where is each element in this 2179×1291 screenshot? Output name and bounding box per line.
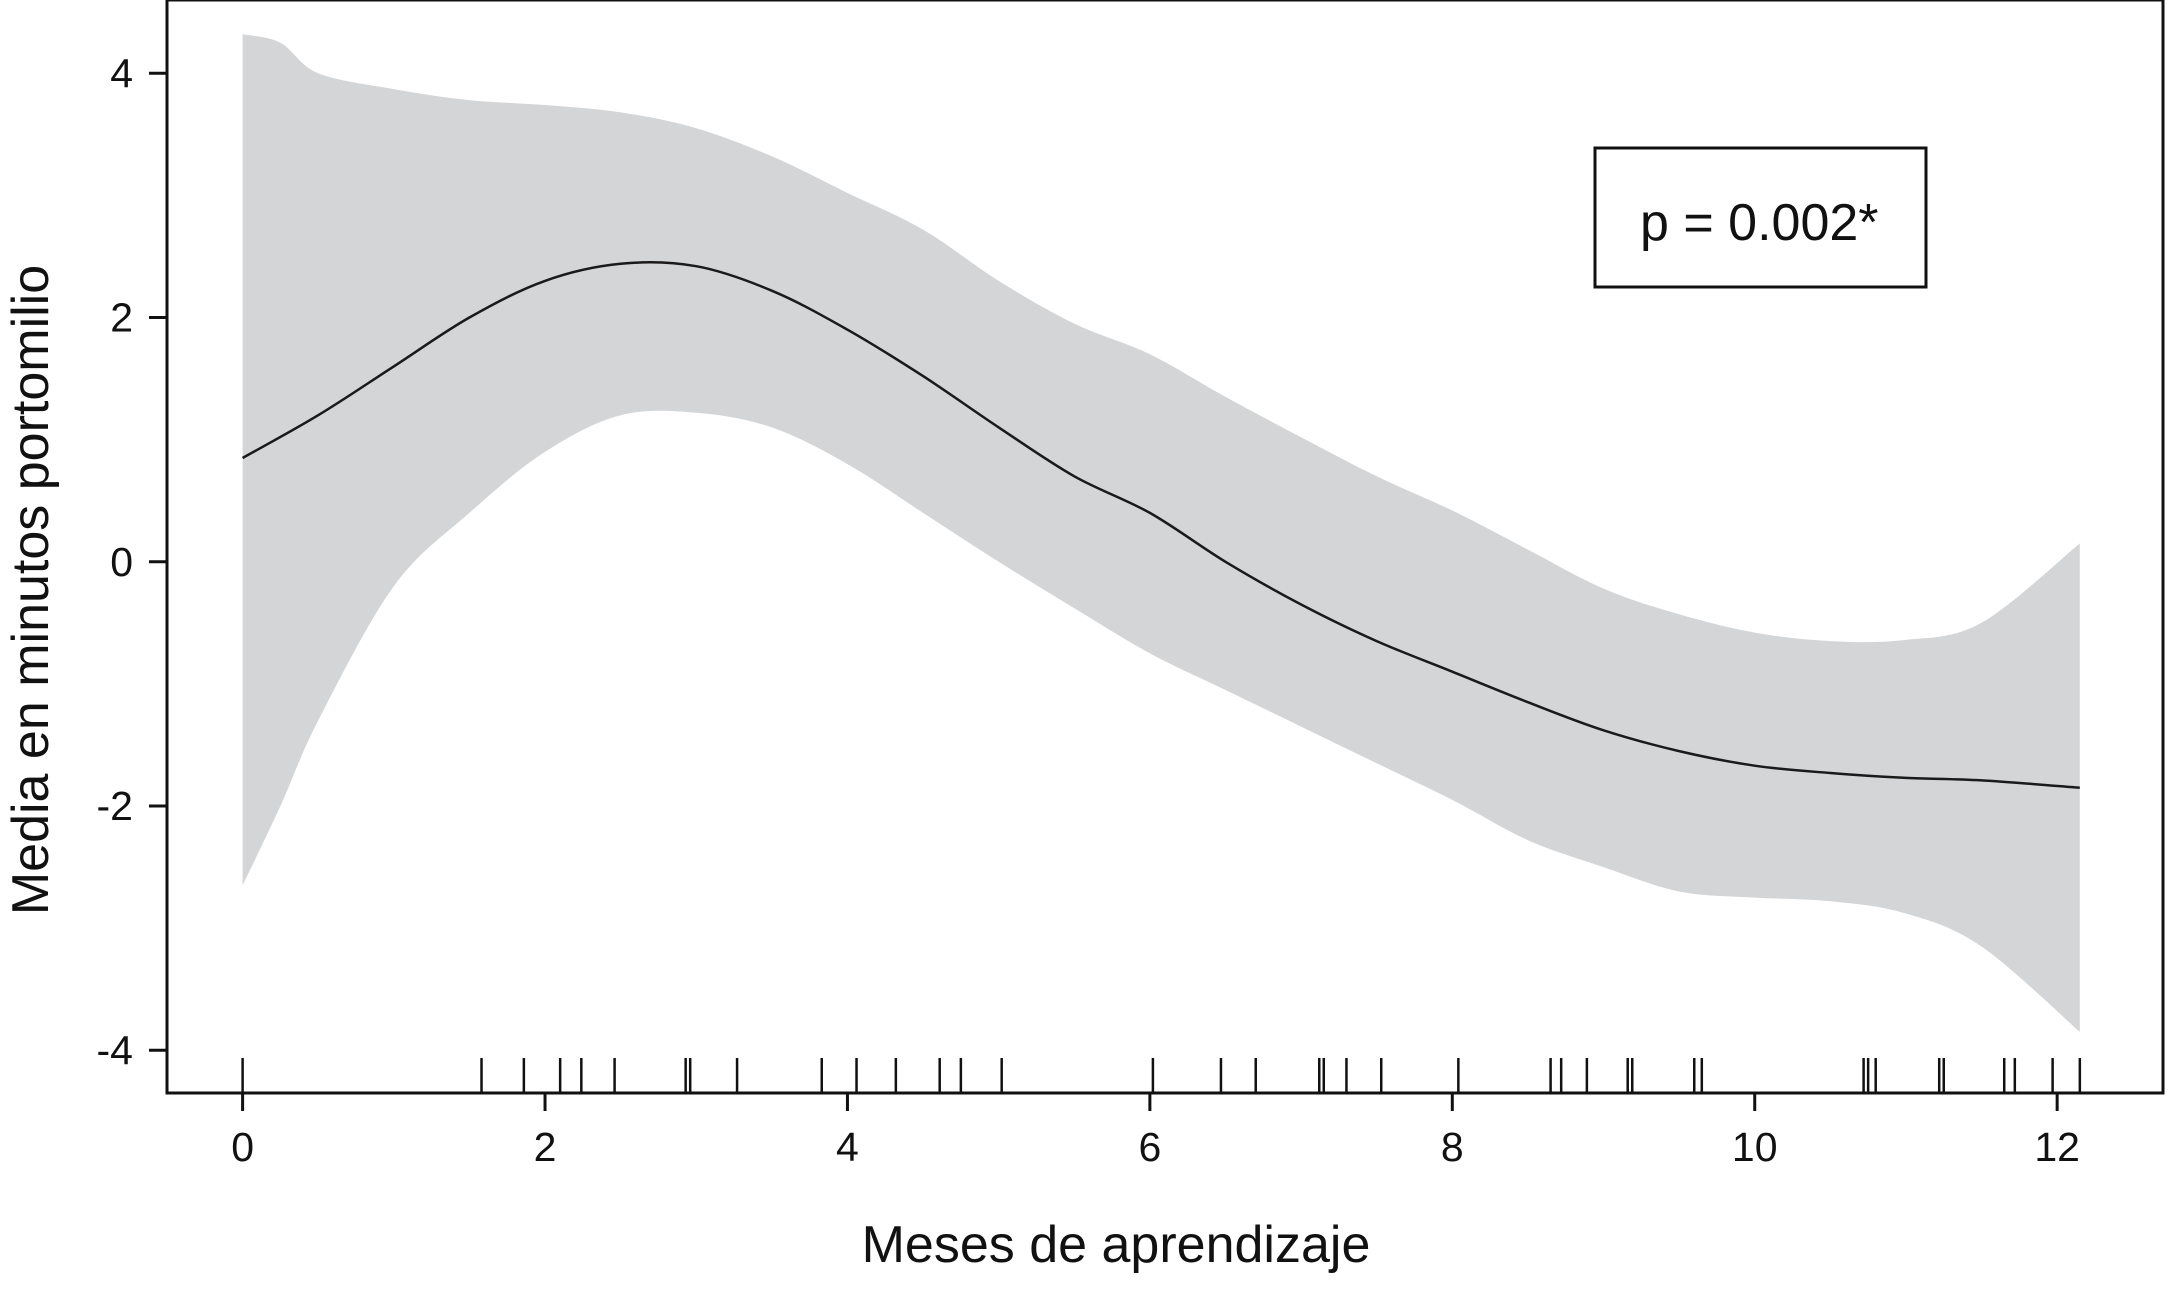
y-axis-title: Media en minutos portomilio <box>2 265 60 915</box>
y-tick-label: -4 <box>97 1027 133 1073</box>
p-value-annotation: p = 0.002* <box>1640 194 1879 252</box>
x-tick-label: 12 <box>2034 1124 2080 1170</box>
confidence-band <box>242 34 2080 1032</box>
annotation-box <box>1593 146 1928 289</box>
y-tick-label: -2 <box>97 783 133 829</box>
y-tick-label: 0 <box>110 539 133 585</box>
y-tick-label: 2 <box>110 295 133 341</box>
x-tick-label: 8 <box>1441 1124 1464 1170</box>
x-axis: 0 2 4 6 8 10 12 <box>231 1093 2080 1170</box>
smooth-curve <box>241 261 2080 789</box>
y-tick-label: 4 <box>110 50 133 96</box>
x-tick-label: 4 <box>836 1124 859 1170</box>
rug-marks <box>241 1058 2082 1093</box>
x-tick-label: 10 <box>1732 1124 1778 1170</box>
plot-frame <box>165 0 2165 1095</box>
y-axis: 4 2 0 -2 -4 <box>97 50 167 1073</box>
x-tick-label: 2 <box>534 1124 557 1170</box>
x-tick-label: 6 <box>1138 1124 1161 1170</box>
x-tick-label: 0 <box>231 1124 254 1170</box>
x-axis-title: Meses de aprendizaje <box>862 1216 1371 1274</box>
